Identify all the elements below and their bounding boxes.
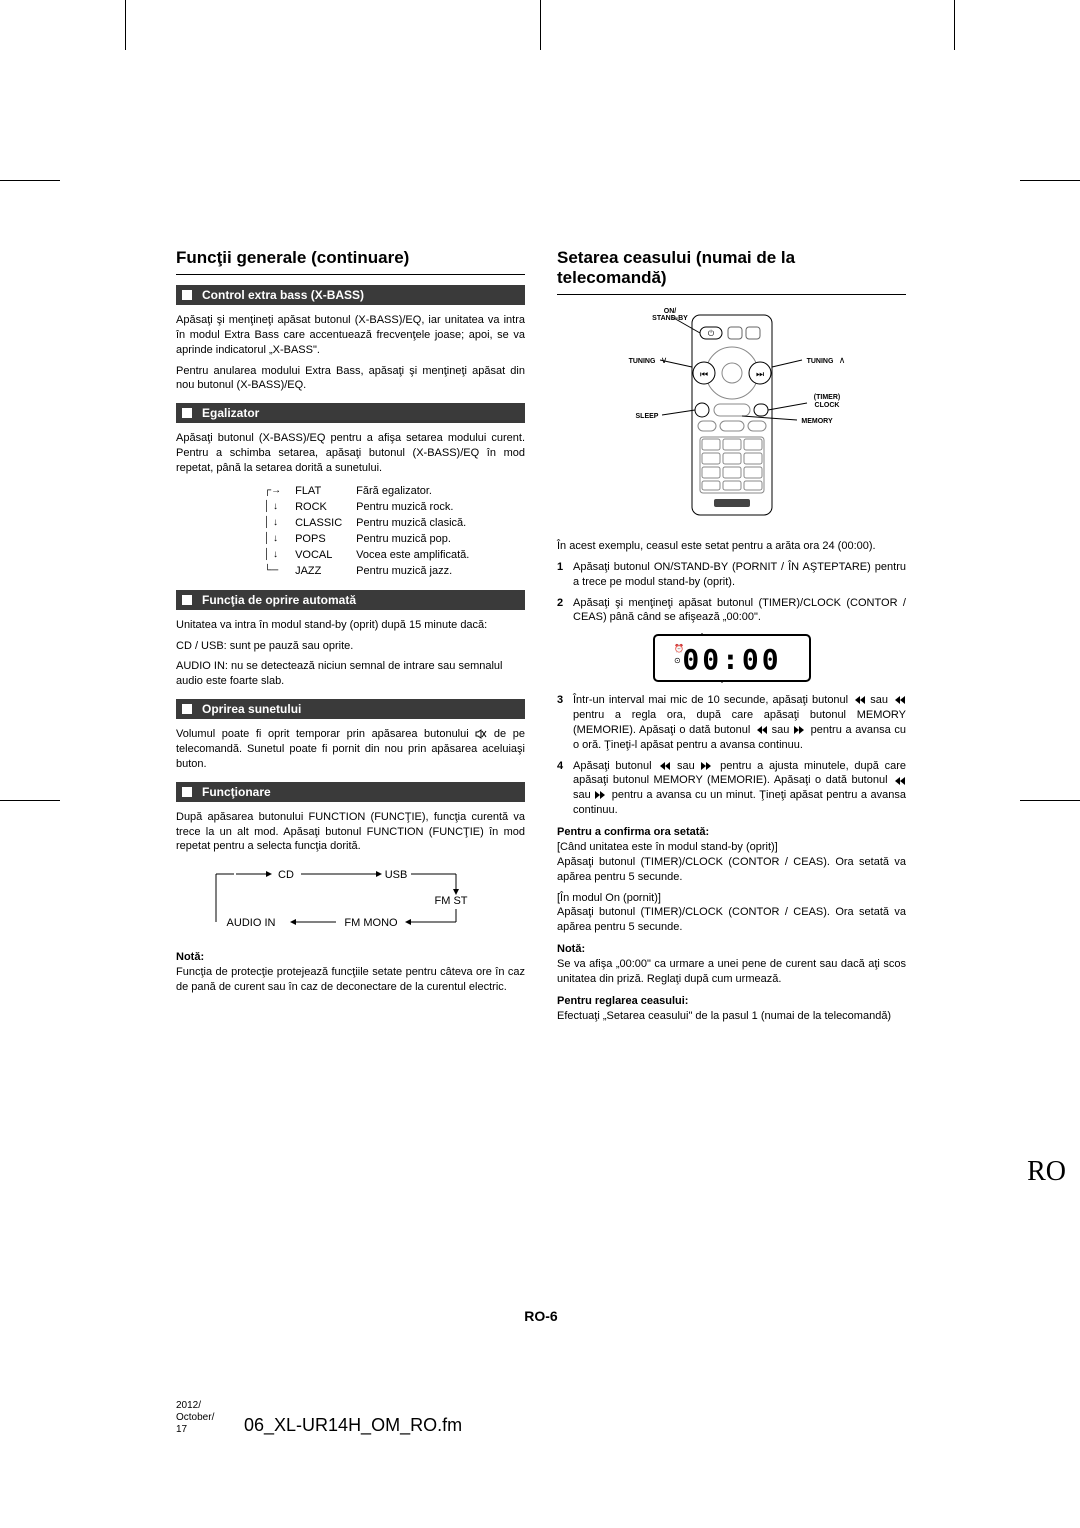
svg-text:FM MONO: FM MONO — [344, 917, 398, 929]
section-mute: Oprirea sunetului — [176, 699, 525, 719]
svg-text:ON/: ON/ — [663, 308, 676, 315]
prev-track-icon — [892, 777, 906, 785]
page-content: Funcţii generale (continuare) Control ex… — [176, 248, 906, 1030]
eq-table: ┌→FLATFără egalizator. │ ↓ROCKPentru muz… — [256, 482, 477, 580]
right-column: Setarea ceasului (numai de la telecomand… — [557, 248, 906, 1030]
svg-text:00:00: 00:00 — [682, 643, 781, 676]
section-xbass: Control extra bass (X-BASS) — [176, 285, 525, 305]
prev-track-icon — [852, 696, 866, 704]
section-auto-off: Funcţia de oprire automată — [176, 590, 525, 610]
eq-p1: Apăsaţi butonul (X-BASS)/EQ pentru a afi… — [176, 431, 525, 476]
mute-icon — [475, 729, 487, 739]
clock-steps-3-4: 3Într-un interval mai mic de 10 secunde,… — [557, 693, 906, 818]
prev-track-icon — [657, 762, 671, 770]
svg-text:⏰: ⏰ — [674, 643, 684, 653]
next-track-icon — [892, 696, 906, 704]
mute-p: Volumul poate fi oprit temporar prin apă… — [176, 727, 525, 772]
svg-text:⊙: ⊙ — [674, 656, 681, 665]
next-track-icon — [793, 726, 807, 734]
xbass-p2: Pentru anularea modului Extra Bass, apăs… — [176, 364, 525, 394]
clock-intro: În acest exemplu, ceasul este setat pent… — [557, 539, 906, 554]
footer: 2012/ October/ 17 06_XL-UR14H_OM_RO.fm — [176, 1400, 906, 1436]
left-column: Funcţii generale (continuare) Control ex… — [176, 248, 525, 1030]
svg-text:STAND-BY: STAND-BY — [652, 315, 688, 322]
left-heading: Funcţii generale (continuare) — [176, 248, 525, 268]
svg-text:SLEEP: SLEEP — [635, 413, 658, 420]
lcd-display: 00:00 ⏰ ⊙ — [652, 633, 812, 683]
svg-text:⏻: ⏻ — [707, 329, 714, 338]
svg-text:USB: USB — [385, 869, 408, 881]
side-language-tag: RO — [1027, 1156, 1066, 1188]
clock-steps-1-2: 1Apăsaţi butonul ON/STAND-BY (PORNIT / Î… — [557, 560, 906, 625]
svg-text:⏮: ⏮ — [699, 369, 707, 379]
svg-text:∧: ∧ — [838, 355, 845, 365]
svg-text:TUNING: TUNING — [806, 358, 833, 365]
prev-track-icon — [754, 726, 768, 734]
svg-text:∨: ∨ — [660, 355, 667, 365]
svg-text:CD: CD — [278, 869, 294, 881]
svg-text:(TIMER): (TIMER) — [813, 394, 839, 401]
remote-diagram: ⏻ ⏮ ⏭ — [602, 305, 862, 525]
function-flow-diagram: CD USB FM ST FM MONO AUDIO IN — [196, 864, 525, 941]
next-track-icon — [594, 791, 608, 799]
xbass-p1: Apăsaţi şi menţineţi apăsat butonul (X-B… — [176, 313, 525, 358]
svg-text:⏭: ⏭ — [755, 369, 763, 379]
section-eq: Egalizator — [176, 403, 525, 423]
section-function: Funcţionare — [176, 782, 525, 802]
svg-text:TUNING: TUNING — [628, 358, 655, 365]
right-heading: Setarea ceasului (numai de la telecomand… — [557, 248, 906, 288]
svg-text:CLOCK: CLOCK — [814, 402, 839, 409]
page-number: RO-6 — [176, 1308, 906, 1324]
svg-text:FM ST: FM ST — [435, 895, 468, 907]
footer-date: 2012/ October/ 17 — [176, 1400, 236, 1436]
footer-filename: 06_XL-UR14H_OM_RO.fm — [244, 1415, 462, 1436]
svg-text:MEMORY: MEMORY — [801, 418, 833, 425]
svg-text:AUDIO IN: AUDIO IN — [227, 917, 276, 929]
next-track-icon — [700, 762, 714, 770]
